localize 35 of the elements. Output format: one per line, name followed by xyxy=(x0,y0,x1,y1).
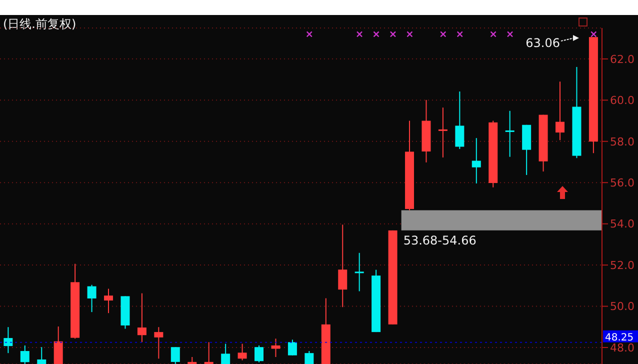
chart-title: (日线.前复权) xyxy=(3,16,76,33)
y-tick-label: 58.0 xyxy=(610,135,634,148)
y-tick-label: 52.0 xyxy=(610,258,634,272)
candlestick xyxy=(54,326,63,364)
candlestick xyxy=(20,344,30,364)
candlestick xyxy=(438,107,448,158)
candlestick xyxy=(87,284,96,313)
candlestick xyxy=(204,342,214,364)
candlestick xyxy=(354,252,364,292)
candlestick xyxy=(505,110,514,158)
annotation: 63.06 xyxy=(526,36,560,50)
y-tick-label: 62.0 xyxy=(610,52,634,66)
candlestick xyxy=(154,326,164,360)
candlestick xyxy=(238,343,247,361)
candlestick xyxy=(37,346,46,364)
y-tick-label: 48.0 xyxy=(610,341,634,354)
candlestick xyxy=(271,338,280,358)
candlestick xyxy=(556,81,565,141)
y-tick-label: 50.0 xyxy=(610,300,634,314)
candlestick xyxy=(137,292,146,343)
candlestick xyxy=(304,350,314,364)
candlestick xyxy=(170,346,180,364)
y-tick-label: 60.0 xyxy=(610,94,634,108)
band-label: 53.68-54.66 xyxy=(403,233,476,248)
candlestick xyxy=(472,138,481,184)
candlestick xyxy=(104,288,114,314)
candlestick xyxy=(338,224,348,308)
candlestick xyxy=(288,339,297,356)
candlestick xyxy=(4,326,13,354)
candlestick xyxy=(455,90,464,150)
y-tick-label: 56.0 xyxy=(610,176,634,190)
ref-line-label: 48.25 xyxy=(605,332,634,344)
candlestick xyxy=(254,344,264,363)
y-tick-label: 54.0 xyxy=(610,218,634,231)
candlestick xyxy=(221,343,230,364)
